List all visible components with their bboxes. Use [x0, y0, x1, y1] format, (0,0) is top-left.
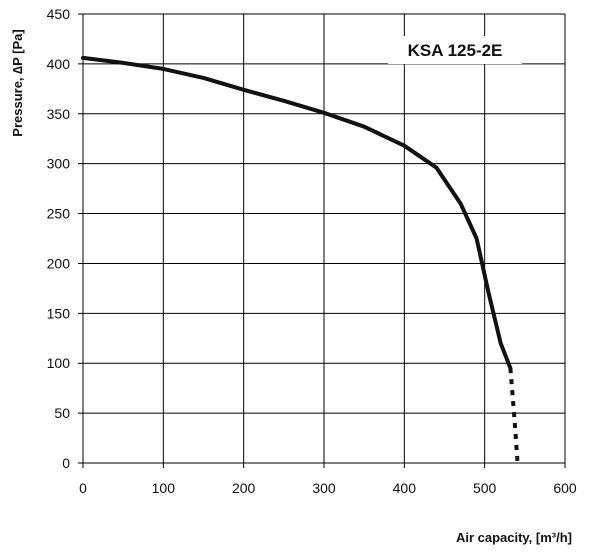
series-layer: [81, 55, 520, 464]
y-axis-label: Pressure, ∆P [Pa]: [10, 29, 25, 136]
curve-extrapolated-line: [508, 368, 520, 464]
x-tick-label: 400: [393, 480, 417, 496]
y-tick-label: 250: [47, 206, 71, 222]
x-tick-label: 0: [79, 480, 87, 496]
model-label: KSA 125-2E: [408, 41, 503, 60]
y-tick-label: 150: [47, 305, 71, 321]
fan-curve-line: [81, 55, 513, 371]
y-tick-label: 450: [47, 6, 71, 22]
x-axis-label: Air capacity, [m³/h]: [456, 530, 572, 545]
y-tick-label: 350: [47, 106, 71, 122]
tick-labels: 0 100 200 300 400 500 600 0 50 100 150 200 250 300 350…: [47, 6, 577, 496]
y-tick-label: 200: [47, 255, 71, 271]
x-tick-label: 600: [553, 480, 577, 496]
x-tick-label: 500: [473, 480, 497, 496]
x-tick-label: 300: [312, 480, 336, 496]
y-tick-label: 400: [47, 56, 71, 72]
y-tick-label: 0: [62, 455, 70, 471]
x-tick-label: 200: [232, 480, 256, 496]
y-tick-label: 100: [47, 355, 71, 371]
grid: [78, 13, 566, 468]
annotation-layer: KSA 125-2E: [388, 36, 522, 64]
y-tick-label: 50: [54, 405, 70, 421]
annotation-background: [388, 36, 522, 64]
y-tick-label: 300: [47, 156, 71, 172]
x-tick-label: 100: [152, 480, 176, 496]
